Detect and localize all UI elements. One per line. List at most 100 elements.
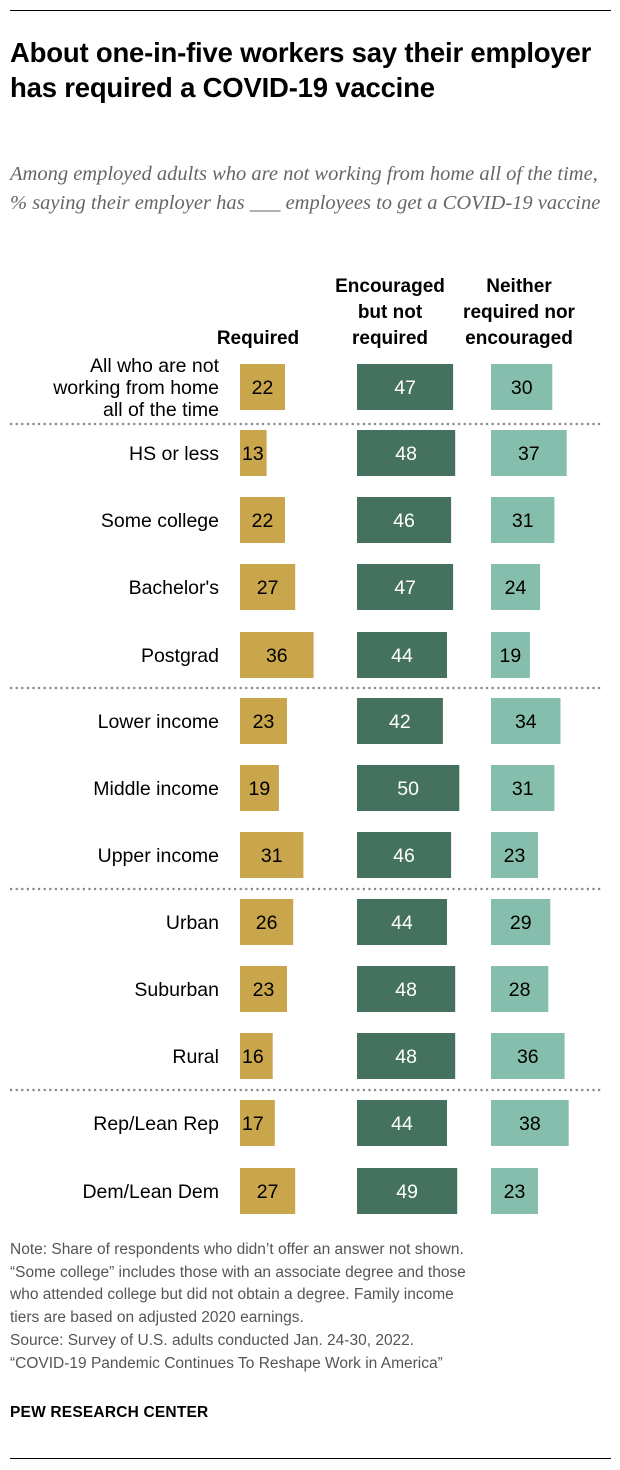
bar [491, 1033, 565, 1079]
chart-row: Rural 16 48 36 [172, 1033, 565, 1079]
bar [357, 364, 454, 410]
column-headers: Required Encouraged but not required Neither… [217, 276, 576, 349]
data-label: 19 [500, 645, 522, 667]
series-header-line: Neither [486, 276, 552, 297]
data-label: 48 [395, 979, 417, 1001]
chart-row: Suburban 23 48 28 [134, 966, 549, 1012]
bar [491, 765, 555, 811]
bar [491, 564, 541, 610]
bar [240, 497, 285, 543]
bar [240, 632, 314, 678]
bar [240, 832, 304, 878]
data-label: 16 [242, 1046, 264, 1068]
data-label: 27 [257, 577, 279, 599]
category-label: Middle income [93, 778, 219, 800]
bar [491, 632, 530, 678]
category-label: Upper income [98, 845, 219, 867]
bar [240, 698, 287, 744]
chart-row: Middle income 19 50 31 [93, 765, 555, 811]
bar [357, 765, 460, 811]
bar [357, 1033, 456, 1079]
data-label: 47 [394, 577, 416, 599]
data-label: 13 [242, 443, 264, 465]
data-label: 28 [509, 979, 531, 1001]
data-label: 23 [504, 845, 526, 867]
data-label: 38 [519, 1113, 541, 1135]
notes-block: Note: Share of respondents who didn’t of… [10, 1239, 610, 1375]
category-label: Rep/Lean Rep [93, 1113, 219, 1135]
source-line: Source: Survey of U.S. adults conducted … [10, 1331, 415, 1349]
data-label: 49 [396, 1181, 418, 1203]
bar [240, 1033, 273, 1079]
bar [240, 899, 294, 945]
data-label: 27 [257, 1181, 279, 1203]
note-line: tiers are based on adjusted 2020 earning… [10, 1309, 304, 1327]
bar [357, 1168, 458, 1214]
chart-row: Dem/Lean Dem 27 49 23 [82, 1168, 538, 1214]
data-label: 37 [518, 443, 540, 465]
data-label: 44 [391, 1113, 413, 1135]
series-header-line: Required [217, 328, 299, 349]
chart-row: Rep/Lean Rep 17 44 38 [93, 1100, 569, 1146]
category-label: Bachelor's [129, 577, 220, 599]
bar [357, 698, 443, 744]
chart-row: Lower income 23 42 34 [98, 698, 561, 744]
category-label: all of the time [103, 399, 219, 421]
bar [491, 364, 553, 410]
bar [357, 430, 456, 476]
bar [357, 564, 454, 610]
series-header-line: encouraged [465, 328, 573, 349]
note-line: “Some college” includes those with an as… [10, 1263, 466, 1281]
bar [491, 1100, 569, 1146]
chart-title: About one-in-five workers say their empl… [10, 37, 592, 103]
series-header-line: Encouraged [335, 276, 445, 297]
category-label: Some college [101, 510, 219, 532]
bar [357, 1100, 447, 1146]
bar [240, 364, 285, 410]
bar [491, 698, 561, 744]
bar [491, 966, 549, 1012]
bottom-rule [10, 1458, 611, 1459]
category-label: Postgrad [141, 645, 219, 667]
data-label: 50 [397, 778, 419, 800]
bar [357, 899, 447, 945]
data-label: 48 [395, 443, 417, 465]
bar [240, 564, 296, 610]
data-label: 31 [512, 778, 534, 800]
category-label: Rural [172, 1046, 219, 1068]
brand-logo-text: PEW RESEARCH CENTER [10, 1404, 209, 1421]
data-label: 17 [242, 1113, 264, 1135]
top-rule [10, 10, 611, 11]
bar [357, 632, 447, 678]
data-label: 46 [393, 845, 415, 867]
category-label: Suburban [134, 979, 219, 1001]
bar [357, 832, 452, 878]
data-label: 36 [266, 645, 288, 667]
bar [240, 966, 287, 1012]
series-header-line: but not [358, 302, 423, 323]
chart-row: Postgrad 36 44 19 [141, 632, 530, 678]
grouped-bar-chart: Required Encouraged but not required Neither… [10, 276, 601, 1214]
data-label: 23 [253, 711, 275, 733]
data-label: 46 [393, 510, 415, 532]
bar [491, 497, 555, 543]
category-label: Urban [166, 912, 219, 934]
data-label: 34 [515, 711, 537, 733]
bar [357, 497, 452, 543]
bar [240, 430, 267, 476]
chart-row: Upper income 31 46 23 [98, 832, 538, 878]
data-label: 48 [395, 1046, 417, 1068]
data-label: 44 [391, 912, 413, 934]
data-label: 42 [389, 711, 411, 733]
source-line: “COVID-19 Pandemic Continues To Reshape … [10, 1354, 443, 1372]
bar [491, 832, 538, 878]
data-label: 26 [256, 912, 278, 934]
data-label: 19 [249, 778, 271, 800]
data-label: 29 [510, 912, 532, 934]
bar [240, 765, 279, 811]
note-line: who attended college but did not obtain … [10, 1286, 454, 1304]
data-label: 30 [511, 377, 533, 399]
series-header-line: required [352, 328, 428, 349]
bar [240, 1168, 296, 1214]
